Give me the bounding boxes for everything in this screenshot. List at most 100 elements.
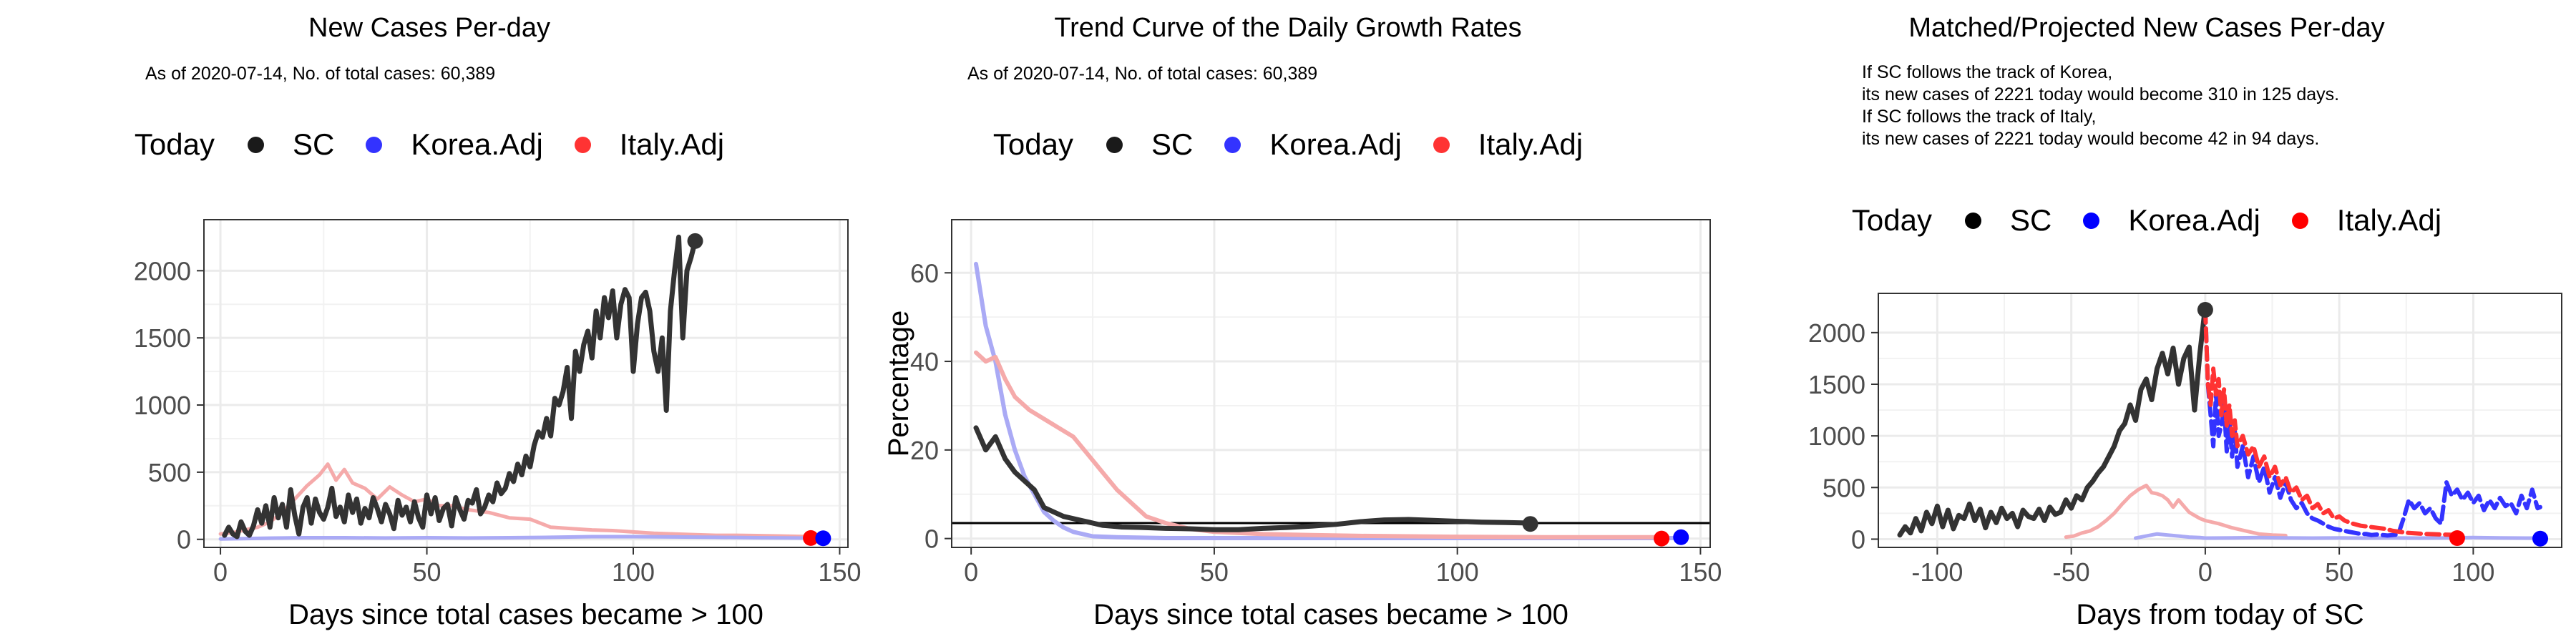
y-tick-label: 0	[1851, 525, 1865, 554]
legend: Today SC Korea.Adj Italy.Adj	[1717, 203, 2576, 238]
series-line-korea-adj	[974, 261, 1684, 540]
today-point-italy-adj	[1654, 530, 1670, 547]
x-tick-label: 50	[1200, 557, 1229, 587]
series-line-korea-adj-history-	[2134, 532, 2542, 540]
x-tick-label: 150	[1679, 557, 1722, 587]
panel-growth-rates: Trend Curve of the Daily Growth Rates As…	[859, 0, 1722, 644]
x-tick-label: 50	[2325, 557, 2353, 587]
chart-title: Matched/Projected New Cases Per-day	[1908, 13, 2385, 43]
legend-item-italy: Italy.Adj	[2291, 203, 2442, 238]
legend-swatch	[2083, 212, 2100, 229]
legend-label: Italy.Adj	[619, 127, 725, 161]
x-tick-label: 100	[612, 557, 655, 587]
legend-swatch	[574, 136, 591, 153]
minor-grid	[952, 220, 1710, 547]
y-tick-label: 20	[910, 436, 939, 465]
today-point-korea-adj	[815, 530, 831, 547]
y-tick-label: 1500	[134, 323, 191, 353]
x-tick-label: -50	[2053, 557, 2090, 587]
y-tick-label: 60	[910, 258, 939, 288]
today-point-sc	[1522, 516, 1538, 532]
x-tick-label: 50	[413, 557, 441, 587]
y-tick-label: 1000	[1808, 421, 1865, 451]
legend-swatch	[1433, 136, 1450, 153]
legend-item-sc: SC	[247, 127, 335, 162]
chart-title: New Cases Per-day	[308, 13, 550, 43]
y-tick-label: 500	[148, 458, 191, 487]
legend-item-korea: Korea.Adj	[366, 127, 543, 162]
annotation-line: its new cases of 2221 today would become…	[1862, 84, 2340, 104]
legend-label: Korea.Adj	[1269, 127, 1402, 161]
x-tick-label: 100	[2451, 557, 2494, 587]
legend-title: Today	[1851, 203, 1932, 237]
legend-label: SC	[1151, 127, 1194, 161]
x-tick-label: 0	[2198, 557, 2212, 587]
y-tick-label: 0	[177, 525, 191, 555]
legend: Today SC Korea.Adj Italy.Adj	[859, 127, 1717, 162]
x-tick-label: 0	[964, 557, 978, 587]
panel-projected: Matched/Projected New Cases Per-day If S…	[1717, 0, 2576, 644]
annotation-line: its new cases of 2221 today would become…	[1862, 129, 2320, 149]
x-axis-label: Days from today of SC	[2076, 599, 2363, 630]
series-line-sc	[973, 425, 1533, 532]
legend-item-korea: Korea.Adj	[2083, 203, 2260, 238]
chart-subtitle: As of 2020-07-14, No. of total cases: 60…	[145, 64, 496, 84]
legend-label: Italy.Adj	[1478, 127, 1584, 161]
legend-item-korea: Korea.Adj	[1224, 127, 1402, 162]
today-point-sc	[687, 233, 703, 249]
plot-area: 0 50 100 150 0 20 40 60 Days since total cases b…	[883, 219, 1722, 630]
y-tick-label: 1000	[134, 391, 191, 420]
panel-border	[203, 219, 849, 548]
today-point-italy-adj	[803, 530, 819, 546]
legend-swatch	[1106, 136, 1123, 153]
series-line-sc	[1897, 304, 2208, 538]
today-point-korea-adj	[1673, 529, 1689, 545]
chart-subtitle: As of 2020-07-14, No. of total cases: 60…	[967, 64, 1318, 84]
legend-swatch	[2291, 212, 2308, 229]
today-point-sc	[2197, 301, 2213, 318]
legend-label: Korea.Adj	[2128, 203, 2260, 237]
y-tick-label: 500	[1823, 473, 1865, 502]
legend-item-italy: Italy.Adj	[574, 127, 725, 162]
series-line-italy-adj	[218, 462, 813, 539]
legend-swatch	[1224, 136, 1241, 153]
legend: Today SC Korea.Adj Italy.Adj	[0, 127, 859, 162]
x-tick-label: 100	[1436, 557, 1479, 587]
today-point-korea-adj	[2532, 530, 2549, 547]
series-line-sc	[222, 234, 698, 540]
legend-swatch	[247, 136, 264, 153]
today-point-italy-adj	[2449, 530, 2465, 547]
series-line-korea-adj	[218, 535, 821, 541]
y-tick-label: 0	[924, 525, 939, 554]
y-tick-label: 40	[910, 347, 939, 376]
y-axis-label: Percentage	[883, 311, 914, 457]
legend-item-sc: SC	[1964, 203, 2052, 238]
x-tick-label: 0	[213, 557, 228, 587]
panel-border	[1878, 293, 2562, 548]
series-line-korea-adj	[2202, 307, 2542, 538]
x-axis-label: Days since total cases became > 100	[1093, 599, 1568, 630]
annotation-line: If SC follows the track of Italy,	[1862, 107, 2097, 127]
annotation-line: If SC follows the track of Korea,	[1862, 62, 2113, 82]
series-line-italy-adj	[974, 350, 1669, 540]
legend-label: SC	[292, 127, 335, 161]
legend-label: SC	[2009, 203, 2052, 237]
x-axis-label: Days since total cases became > 100	[288, 599, 763, 630]
x-tick-label: -100	[1911, 557, 1963, 587]
legend-item-sc: SC	[1106, 127, 1193, 162]
panel-border	[951, 219, 1711, 548]
series-line-italy-adj-history-	[2064, 483, 2288, 540]
legend-label: Italy.Adj	[2336, 203, 2442, 237]
legend-label: Korea.Adj	[411, 127, 543, 161]
y-tick-label: 1500	[1808, 370, 1865, 399]
legend-item-italy: Italy.Adj	[1433, 127, 1583, 162]
legend-title: Today	[134, 127, 215, 161]
chart-annotation: If SC follows the track of Korea, its ne…	[1862, 62, 2339, 150]
legend-swatch	[366, 136, 383, 153]
y-tick-label: 2000	[1808, 318, 1865, 348]
minor-grid	[204, 220, 848, 547]
panel-new-cases: New Cases Per-day As of 2020-07-14, No. …	[0, 0, 862, 644]
legend-swatch	[1964, 212, 1981, 229]
y-tick-label: 2000	[134, 256, 191, 286]
